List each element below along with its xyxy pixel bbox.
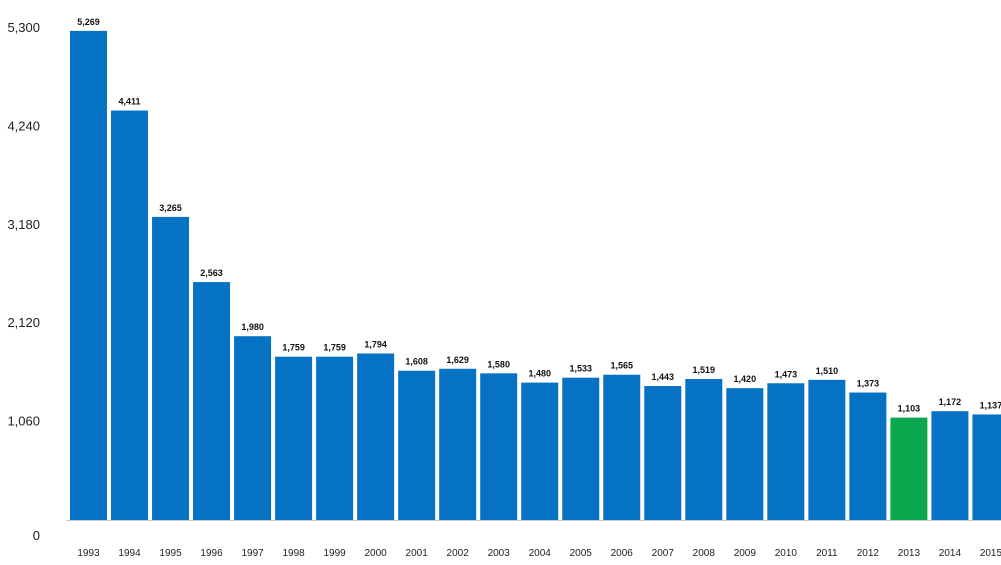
bar-1994 bbox=[111, 110, 149, 520]
x-tick-label-2005: 2005 bbox=[570, 548, 593, 559]
data-label-2012: 1,373 bbox=[857, 379, 880, 389]
data-label-2014: 1,172 bbox=[939, 397, 962, 407]
data-label-2009: 1,420 bbox=[734, 374, 757, 384]
bar-1998 bbox=[275, 356, 313, 520]
bar-2009 bbox=[726, 388, 764, 520]
x-tick-label-1996: 1996 bbox=[200, 548, 223, 559]
x-tick-label-2009: 2009 bbox=[734, 548, 757, 559]
y-tick-label: 2,120 bbox=[7, 315, 40, 330]
y-tick-label: 1,060 bbox=[7, 414, 40, 429]
bar-1993 bbox=[70, 30, 107, 520]
bar-2012 bbox=[849, 392, 887, 520]
data-label-2001: 1,608 bbox=[405, 357, 428, 367]
data-label-2013: 1,103 bbox=[898, 404, 921, 414]
x-tick-label-1999: 1999 bbox=[323, 548, 346, 559]
x-tick-label-1993: 1993 bbox=[77, 548, 100, 559]
y-tick-label: 5,300 bbox=[7, 20, 40, 35]
x-tick-label-2011: 2011 bbox=[816, 548, 838, 559]
data-label-2003: 1,580 bbox=[487, 359, 510, 369]
bar-2011 bbox=[808, 379, 846, 520]
bar-1999 bbox=[316, 356, 354, 520]
bar-2015 bbox=[972, 414, 1001, 520]
y-tick-label: 4,240 bbox=[7, 118, 40, 133]
x-tick-label-2000: 2000 bbox=[365, 548, 388, 559]
x-tick-label-2001: 2001 bbox=[406, 548, 429, 559]
bar-2004 bbox=[521, 382, 559, 520]
data-label-1993: 5,269 bbox=[77, 17, 100, 27]
x-tick-label-2010: 2010 bbox=[775, 548, 798, 559]
bar-2010 bbox=[767, 383, 805, 520]
x-tick-label-2015: 2015 bbox=[980, 548, 1001, 559]
bar-2008 bbox=[685, 378, 723, 520]
data-label-1999: 1,759 bbox=[323, 343, 346, 353]
x-tick-label-2013: 2013 bbox=[898, 548, 921, 559]
data-label-2008: 1,519 bbox=[693, 365, 716, 375]
x-tick-label-2008: 2008 bbox=[693, 548, 716, 559]
x-tick-label-2007: 2007 bbox=[652, 548, 675, 559]
bar-2006 bbox=[603, 374, 641, 520]
x-tick-label-2002: 2002 bbox=[447, 548, 470, 559]
bar-2002 bbox=[439, 368, 477, 520]
bar-series bbox=[70, 30, 1001, 520]
data-label-1996: 2,563 bbox=[200, 268, 223, 278]
bar-2013 bbox=[890, 417, 928, 520]
data-label-2000: 1,794 bbox=[364, 339, 387, 349]
y-axis: 0 1,060 2,120 3,180 4,240 5,300 bbox=[7, 20, 40, 543]
x-tick-label-2003: 2003 bbox=[488, 548, 511, 559]
data-label-1998: 1,759 bbox=[282, 343, 305, 353]
data-label-1995: 3,265 bbox=[159, 203, 182, 213]
x-tick-label-1995: 1995 bbox=[159, 548, 182, 559]
x-tick-label-1998: 1998 bbox=[282, 548, 305, 559]
data-label-2002: 1,629 bbox=[446, 355, 469, 365]
data-label-2007: 1,443 bbox=[652, 372, 675, 382]
x-axis: 1993 1994 1995 1996 1997 1998 1999 2000 2001 2002… bbox=[77, 548, 1001, 559]
data-label-1997: 1,980 bbox=[241, 322, 264, 332]
x-tick-label-1997: 1997 bbox=[241, 548, 264, 559]
data-labels: 5,269 4,411 3,265 2,563 1,980 1,759 1,759 1,794… bbox=[77, 17, 1001, 414]
data-label-1994: 4,411 bbox=[119, 97, 141, 107]
bar-2007 bbox=[644, 386, 682, 520]
data-label-2005: 1,533 bbox=[569, 364, 592, 374]
y-tick-label: 0 bbox=[33, 528, 40, 543]
bar-2014 bbox=[931, 411, 969, 520]
x-tick-label-2012: 2012 bbox=[857, 548, 880, 559]
y-tick-label: 3,180 bbox=[7, 217, 40, 232]
bar-2001 bbox=[398, 370, 436, 520]
data-label-2015: 1,137 bbox=[980, 400, 1001, 410]
bar-1997 bbox=[234, 336, 272, 520]
bar-2003 bbox=[480, 373, 518, 520]
x-tick-label-2014: 2014 bbox=[939, 548, 962, 559]
data-label-2010: 1,473 bbox=[775, 369, 798, 379]
x-tick-label-1994: 1994 bbox=[118, 548, 141, 559]
data-label-2006: 1,565 bbox=[610, 361, 633, 371]
x-tick-label-2004: 2004 bbox=[529, 548, 552, 559]
bar-2000 bbox=[357, 353, 395, 520]
data-label-2004: 1,480 bbox=[528, 369, 551, 379]
x-tick-label-2006: 2006 bbox=[611, 548, 634, 559]
bar-1995 bbox=[152, 216, 190, 520]
bar-2005 bbox=[562, 377, 600, 520]
data-label-2011: 1,510 bbox=[816, 366, 839, 376]
bar-1996 bbox=[193, 282, 231, 520]
